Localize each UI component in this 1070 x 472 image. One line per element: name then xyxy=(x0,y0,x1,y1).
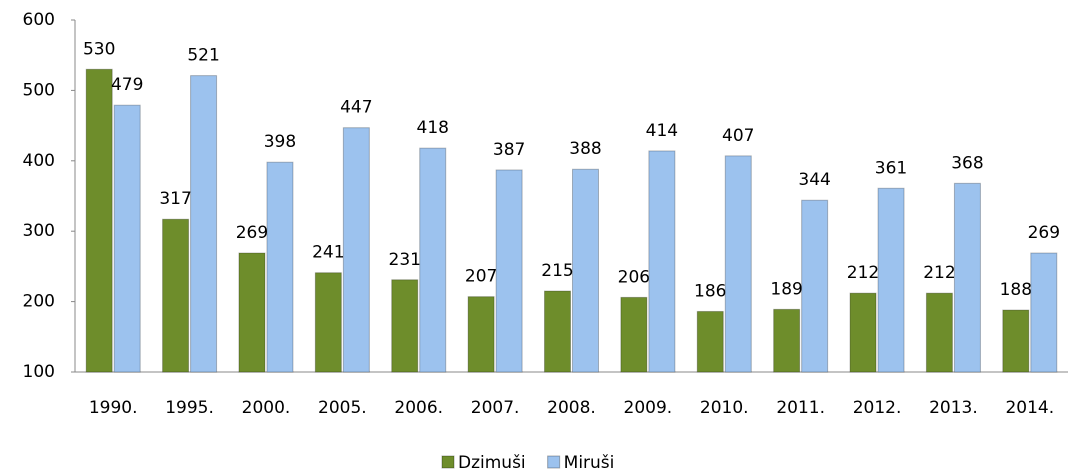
data-label: 387 xyxy=(493,140,525,160)
y-tick-label: 400 xyxy=(23,151,55,171)
data-label: 479 xyxy=(111,75,143,95)
data-label: 521 xyxy=(187,46,219,66)
bar xyxy=(724,155,752,373)
bar xyxy=(1030,252,1058,373)
data-label: 231 xyxy=(389,250,421,270)
data-label: 212 xyxy=(847,263,879,283)
legend-swatch xyxy=(441,455,455,469)
bar xyxy=(696,310,724,373)
data-label: 212 xyxy=(923,263,955,283)
data-label: 269 xyxy=(1028,223,1060,243)
bar xyxy=(953,182,981,373)
x-tick-label: 2000. xyxy=(242,398,291,418)
data-label: 407 xyxy=(722,126,754,146)
x-tick-label: 2012. xyxy=(853,398,902,418)
bar xyxy=(113,104,141,373)
data-label: 206 xyxy=(618,267,650,287)
bar xyxy=(190,75,218,373)
bar xyxy=(544,290,571,373)
data-label: 388 xyxy=(569,139,601,159)
data-label: 269 xyxy=(236,223,268,243)
y-tick-label: 200 xyxy=(23,292,55,312)
x-tick-label: 2006. xyxy=(394,398,443,418)
legend-label: Dzimuši xyxy=(458,453,526,472)
data-label: 368 xyxy=(951,153,983,173)
bar xyxy=(238,252,266,373)
data-label: 186 xyxy=(694,281,726,301)
data-label: 361 xyxy=(875,158,907,178)
data-label: 447 xyxy=(340,98,372,118)
data-label: 241 xyxy=(312,243,344,263)
bar xyxy=(877,187,905,373)
bar xyxy=(495,169,523,373)
data-label: 207 xyxy=(465,267,497,287)
x-tick-label: 1990. xyxy=(89,398,138,418)
x-tick-label: 2007. xyxy=(471,398,520,418)
data-label: 215 xyxy=(541,261,573,281)
bar xyxy=(849,292,877,373)
bar xyxy=(572,168,599,373)
bar xyxy=(925,292,953,373)
legend-swatch xyxy=(547,455,561,469)
x-tick-label: 2011. xyxy=(776,398,825,418)
bar xyxy=(801,199,829,373)
bar xyxy=(648,150,676,373)
x-tick-label: 2013. xyxy=(929,398,978,418)
data-label: 530 xyxy=(83,39,115,59)
bar xyxy=(467,296,495,373)
bar xyxy=(266,161,294,373)
data-label: 418 xyxy=(417,118,449,138)
bar xyxy=(419,147,447,373)
x-tick-label: 2005. xyxy=(318,398,367,418)
y-tick-label: 500 xyxy=(23,80,55,100)
bar xyxy=(162,218,190,373)
data-label: 317 xyxy=(159,189,191,209)
bar xyxy=(773,308,801,373)
bar xyxy=(391,279,419,373)
data-label: 414 xyxy=(646,121,678,141)
bar xyxy=(314,272,342,373)
data-label: 189 xyxy=(770,279,802,299)
bar xyxy=(1002,309,1030,373)
data-label: 344 xyxy=(798,170,830,190)
x-tick-label: 2010. xyxy=(700,398,749,418)
y-tick-label: 600 xyxy=(23,10,55,30)
x-tick-label: 2009. xyxy=(624,398,673,418)
x-tick-label: 2014. xyxy=(1005,398,1054,418)
bar xyxy=(85,68,113,373)
data-label: 188 xyxy=(1000,280,1032,300)
y-tick-label: 300 xyxy=(23,221,55,241)
legend-label: Miruši xyxy=(564,453,615,472)
x-tick-label: 2008. xyxy=(547,398,596,418)
bar xyxy=(342,127,370,373)
bar xyxy=(620,296,648,373)
data-label: 398 xyxy=(264,132,296,152)
y-tick-label: 100 xyxy=(23,362,55,382)
x-tick-label: 1995. xyxy=(165,398,214,418)
